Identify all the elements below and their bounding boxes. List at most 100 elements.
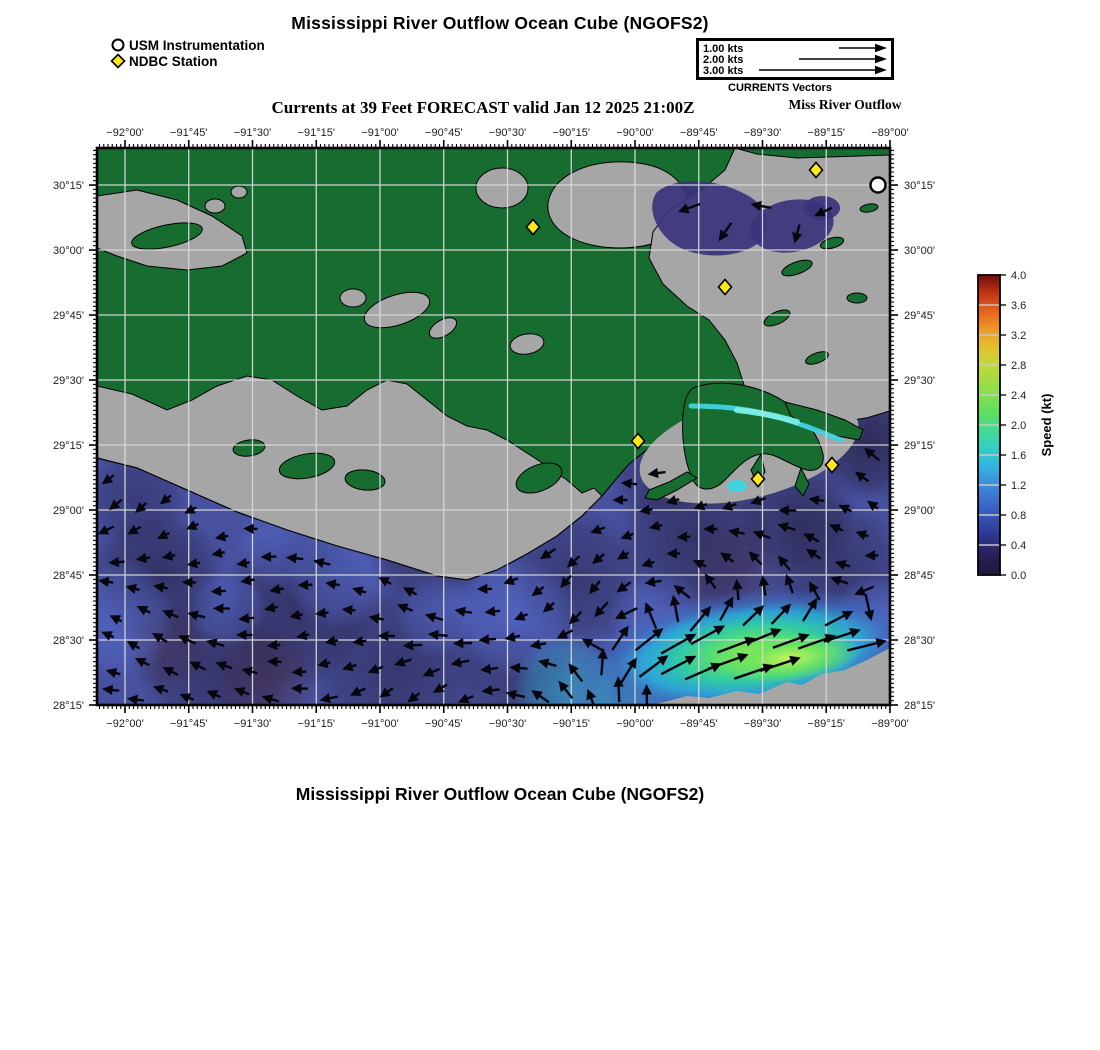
vector-scale-head [875, 65, 887, 75]
colorbar-label: Speed (kt) [1039, 393, 1054, 457]
current-arrow [264, 602, 278, 613]
current-arrow [260, 551, 277, 562]
lon-tick-label-top: −90°30' [489, 127, 526, 139]
lat-tick-label-right: 30°00' [904, 245, 935, 257]
current-arrow [236, 557, 250, 569]
current-arrow [319, 693, 339, 704]
gray-region [339, 288, 367, 308]
gray-region [475, 167, 529, 209]
colorbar-tick-label: 2.0 [1011, 420, 1026, 432]
current-arrow [803, 533, 820, 543]
current-arrow [297, 579, 313, 591]
delta-land [794, 466, 810, 497]
lon-tick-label-top: −92°00' [106, 127, 143, 139]
current-arrow [613, 676, 624, 703]
current-arrow [620, 530, 634, 540]
current-arrow [189, 661, 207, 671]
lon-tick-label-top: −89°15' [808, 127, 845, 139]
current-arrow [855, 530, 869, 541]
estuary-current-patch [652, 180, 768, 256]
current-arrow [542, 601, 555, 613]
current-arrow [102, 684, 120, 696]
lon-tick-label-top: −91°45' [170, 127, 207, 139]
current-arrow [509, 662, 528, 674]
current-arrow [97, 525, 115, 535]
legend-label-ndbc: NDBC Station [129, 53, 218, 69]
current-arrow [233, 687, 250, 697]
current-arrow [538, 658, 557, 669]
page-title-bottom: Mississippi River Outflow Ocean Cube (NG… [295, 784, 705, 804]
green-island [805, 351, 829, 365]
current-arrow [716, 636, 756, 654]
current-arrow [644, 576, 662, 587]
current-arrow [638, 655, 669, 678]
lat-tick-label-right: 28°15' [904, 700, 935, 712]
current-arrow [531, 690, 550, 704]
current-arrow [325, 579, 341, 590]
current-arrow [721, 500, 737, 511]
current-arrow [368, 613, 385, 624]
vector-scale-row-label: 3.00 kts [703, 65, 743, 77]
current-arrow [422, 667, 440, 677]
current-arrow [153, 582, 168, 593]
delta-land [644, 471, 698, 501]
current-arrow [394, 656, 412, 667]
lat-tick-label-left: 30°00' [53, 245, 84, 257]
lon-tick-label-bottom: −91°00' [361, 718, 398, 730]
colorbar-tick-label: 4.0 [1011, 270, 1026, 282]
current-arrow [235, 629, 253, 641]
current-arrow [317, 658, 331, 669]
river-channel [734, 407, 800, 425]
current-arrow [126, 694, 145, 705]
current-arrow [718, 222, 733, 242]
current-arrow [152, 684, 169, 695]
current-arrow [808, 495, 825, 506]
current-arrow [805, 548, 822, 560]
current-arrow [834, 559, 851, 570]
green-island [859, 203, 879, 213]
lon-tick-label-bottom: −91°45' [170, 718, 207, 730]
current-arrow [151, 633, 168, 643]
lat-tick-label-right: 28°45' [904, 570, 935, 582]
current-arrow [396, 603, 414, 614]
current-arrow [206, 690, 222, 700]
colorbar-tick-label: 0.8 [1011, 510, 1026, 522]
current-arrow [402, 640, 423, 651]
circle-marker-icon [111, 38, 125, 52]
current-arrow [742, 605, 765, 627]
current-arrow [136, 605, 151, 616]
current-arrow [666, 548, 681, 559]
lat-tick-label-right: 30°15' [904, 180, 935, 192]
current-arrow [748, 551, 763, 566]
gray-region [428, 317, 458, 339]
legend-row-ndbc: NDBC Station [110, 53, 265, 69]
current-arrow [616, 549, 630, 560]
current-arrow [403, 587, 418, 597]
lat-tick-label-left: 29°15' [53, 440, 84, 452]
current-arrow [269, 584, 284, 595]
current-arrow [703, 523, 718, 535]
current-arrow [127, 524, 142, 535]
current-arrow [261, 694, 279, 705]
current-arrow [750, 200, 772, 212]
current-arrow [342, 661, 357, 672]
lon-tick-label-bottom: −89°00' [871, 718, 908, 730]
current-arrow [770, 603, 792, 625]
current-arrow [772, 633, 810, 649]
colorbar-border [977, 274, 1001, 576]
current-arrow [531, 585, 545, 597]
green-island [232, 439, 266, 457]
current-arrow [125, 583, 140, 594]
current-arrow [484, 606, 501, 617]
estuary-arrows [677, 200, 833, 244]
current-arrow [648, 520, 663, 531]
current-arrow [676, 531, 691, 543]
lon-tick-label-top: −90°00' [616, 127, 653, 139]
lon-tick-label-top: −90°15' [553, 127, 590, 139]
current-arrow [529, 639, 547, 650]
current-arrow [206, 638, 225, 649]
map-frame [95, 146, 892, 707]
colorbar-tick-label: 1.2 [1011, 480, 1026, 492]
current-arrow [707, 652, 749, 670]
